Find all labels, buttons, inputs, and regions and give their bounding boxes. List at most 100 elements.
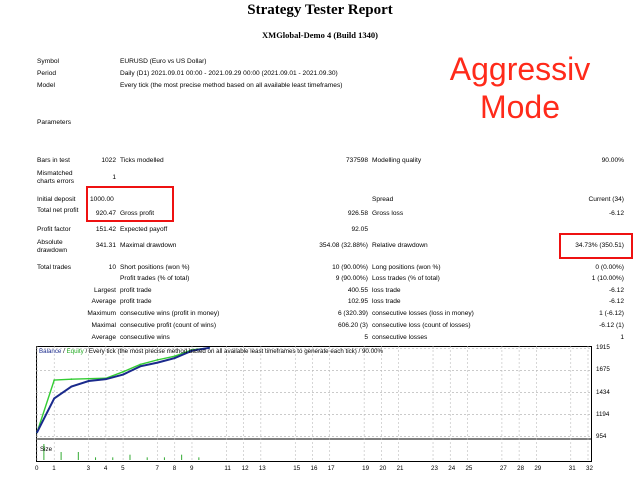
chart-border xyxy=(36,346,592,462)
gross-loss-label: Gross loss xyxy=(372,210,404,217)
largest-profit-trade-value: 400.55 xyxy=(347,287,368,294)
expected-payoff-label: Expected payoff xyxy=(120,226,168,233)
spread-label: Spread xyxy=(372,196,394,203)
y-tick-label: 1434 xyxy=(596,388,610,396)
x-tick-label: 32 xyxy=(586,465,593,472)
data-point-balance xyxy=(208,347,211,349)
data-point-equity xyxy=(139,363,142,366)
profit-factor-label: Profit factor xyxy=(37,226,71,233)
x-tick-label: 4 xyxy=(103,465,108,472)
x-tick-label: 5 xyxy=(121,465,125,472)
x-tick-label: 29 xyxy=(534,465,542,472)
y-tick-label: 1194 xyxy=(596,410,610,418)
x-tick-label: 19 xyxy=(362,465,370,472)
maximal-consecutive-profit-label: consecutive profit (count of wins) xyxy=(120,322,217,329)
symbol-value: EURUSD (Euro vs US Dollar) xyxy=(120,58,207,65)
x-tick-label: 11 xyxy=(224,465,231,472)
x-tick-label: 17 xyxy=(327,465,335,472)
aggressive-mode-annotation: Aggressiv Mode xyxy=(420,50,620,126)
x-tick-label: 27 xyxy=(499,465,507,472)
profit-factor-value: 151.42 xyxy=(95,226,116,233)
x-tick-label: 28 xyxy=(517,465,525,472)
legend-description: / Every tick (the most precise method ba… xyxy=(83,348,383,355)
short-positions-value: 10 (90.00%) xyxy=(332,264,368,271)
legend-separator: / xyxy=(61,348,67,355)
average-loss-trade-value: -6.12 xyxy=(608,298,624,305)
model-label: Model xyxy=(37,82,55,89)
average-consecutive-wins-value: 5 xyxy=(364,334,368,341)
max-consecutive-losses-value: 1 (-6.12) xyxy=(599,310,624,317)
data-point-balance xyxy=(139,365,142,368)
legend-balance: Balance xyxy=(39,348,62,355)
x-tick-label: 16 xyxy=(310,465,318,472)
quality-value: 90.00% xyxy=(601,157,624,164)
data-point-balance xyxy=(122,373,124,376)
maximal-consecutive-profit-value: 606.20 (3) xyxy=(337,322,368,329)
highlight-box-deposit-profit xyxy=(86,186,174,222)
net-profit-label: Total net profit xyxy=(37,207,81,215)
loss-trades-value: 1 (10.00%) xyxy=(591,275,624,282)
deposit-value: 1000.00 xyxy=(90,196,114,203)
data-point-equity xyxy=(122,370,124,373)
largest-profit-trade-label: profit trade xyxy=(120,287,152,294)
data-point-balance xyxy=(173,357,176,359)
average-consecutive-losses-label: consecutive losses xyxy=(372,334,428,341)
average-consecutive-wins-label: consecutive wins xyxy=(120,334,170,341)
x-tick-label: 15 xyxy=(293,465,301,472)
x-tick-label: 12 xyxy=(241,465,249,472)
maximal-drawdown-value: 354.08 (32.88%) xyxy=(319,242,368,249)
spread-value: Current (34) xyxy=(588,196,624,203)
data-point-equity xyxy=(53,379,56,381)
x-tick-label: 7 xyxy=(155,465,159,472)
gross-profit-value: 926.58 xyxy=(347,210,368,217)
average-label: Average xyxy=(91,298,116,305)
data-point-balance xyxy=(53,397,56,400)
max-consecutive-wins-value: 6 (320.39) xyxy=(337,310,368,317)
chart-legend: Balance / Equity / Every tick (the most … xyxy=(39,348,383,355)
largest-label: Largest xyxy=(94,287,116,294)
x-tick-label: 0 xyxy=(35,465,39,472)
data-point-equity xyxy=(173,355,176,358)
report-subtitle: XMGlobal-Demo 4 (Build 1340) xyxy=(262,30,378,40)
period-value: Daily (D1) 2021.09.01 00:00 - 2021.09.29… xyxy=(120,70,338,77)
profit-trades-label: Profit trades (% of total) xyxy=(120,275,190,282)
size-label: Size xyxy=(40,446,53,453)
relative-drawdown-label: Relative drawdown xyxy=(372,242,428,249)
absolute-drawdown-value: 341.31 xyxy=(95,242,116,249)
maximal-label: Maximal xyxy=(91,322,116,329)
maximal-consecutive-loss-label: consecutive loss (count of losses) xyxy=(372,322,471,329)
gross-loss-value: -6.12 xyxy=(608,210,624,217)
highlight-box-relative-drawdown xyxy=(559,233,633,259)
bars-label: Bars in test xyxy=(37,157,70,164)
data-point-balance xyxy=(87,380,90,382)
mismatched-value: 1 xyxy=(112,174,116,181)
x-tick-label: 8 xyxy=(172,465,177,472)
maximal-consecutive-loss-value: -6.12 (1) xyxy=(599,322,624,329)
mismatched-label-text: Mismatched charts errors xyxy=(37,170,75,185)
bars-value: 1022 xyxy=(101,157,116,164)
average-profit-trade-value: 102.95 xyxy=(347,298,368,305)
mismatched-label: Mismatched charts errors xyxy=(37,170,87,186)
legend-equity: Equity xyxy=(66,348,84,355)
relative-drawdown-value: 34.73% (350.51) xyxy=(575,242,624,249)
net-profit-value: 920.47 xyxy=(95,210,116,217)
data-point-balance xyxy=(70,385,73,388)
x-tick-label: 3 xyxy=(86,465,91,472)
quality-label: Modelling quality xyxy=(372,157,422,164)
x-tick-label: 20 xyxy=(379,465,387,472)
ticks-value: 737598 xyxy=(345,157,368,164)
chart-svg xyxy=(36,346,592,462)
overlay-text: Aggressiv Mode xyxy=(449,51,591,125)
x-tick-label: 9 xyxy=(189,465,194,472)
max-consecutive-wins-label: consecutive wins (profit in money) xyxy=(120,310,220,317)
model-value: Every tick (the most precise method base… xyxy=(120,82,343,89)
data-point-balance xyxy=(36,431,38,434)
x-tick-label: 25 xyxy=(465,465,473,472)
symbol-label: Symbol xyxy=(37,58,59,65)
short-positions-label: Short positions (won %) xyxy=(120,264,190,271)
ticks-label: Ticks modelled xyxy=(120,157,164,164)
y-tick-label: 954 xyxy=(596,432,607,440)
data-point-balance xyxy=(156,361,159,364)
absolute-drawdown-label: Absolute drawdown xyxy=(37,239,87,255)
profit-trades-value: 9 (90.00%) xyxy=(335,275,368,282)
